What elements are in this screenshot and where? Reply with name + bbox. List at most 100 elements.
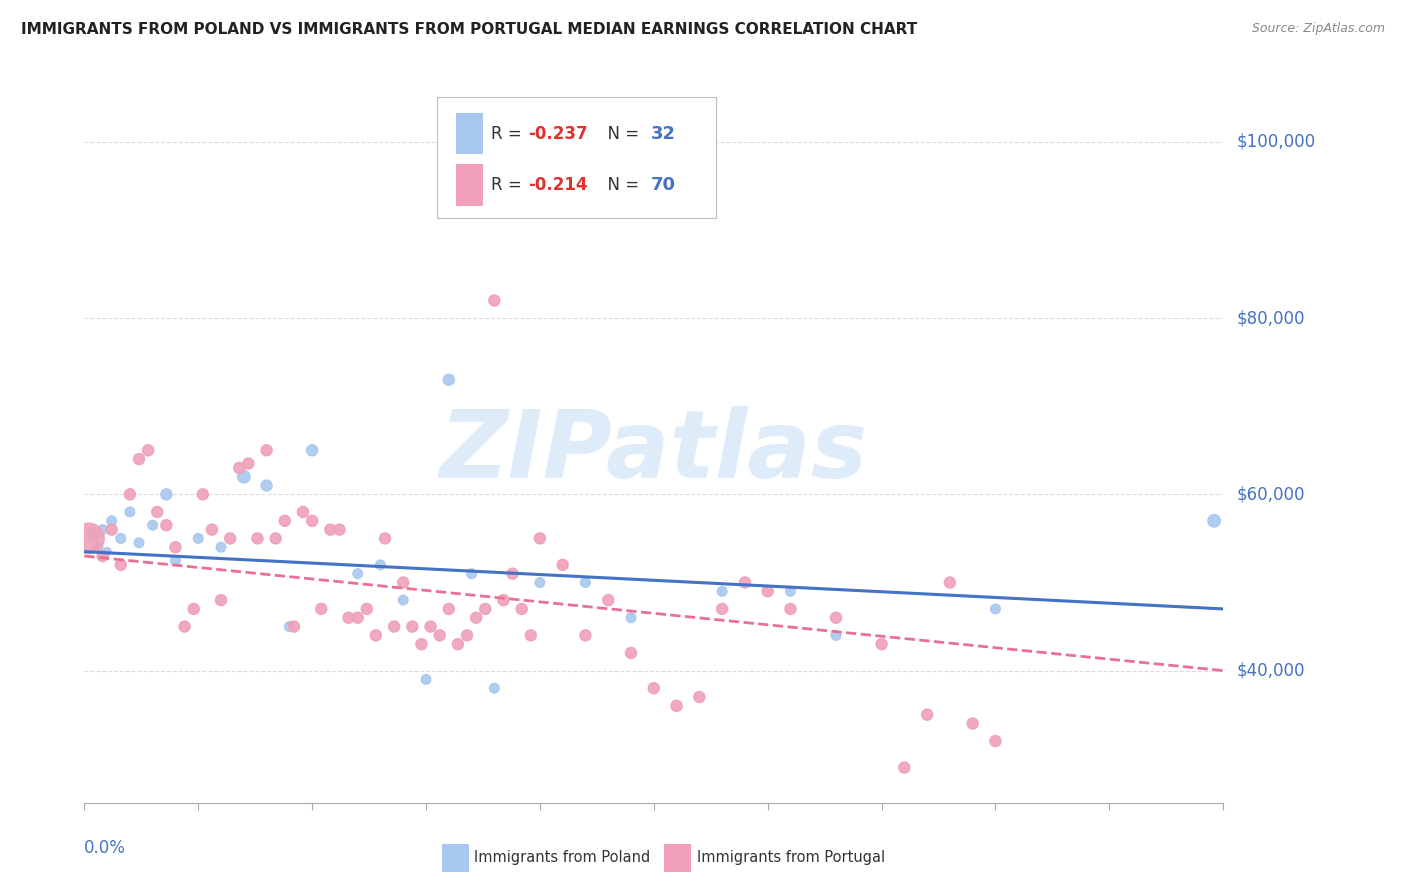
Point — [246, 532, 269, 546]
Point — [165, 553, 187, 567]
Point — [688, 690, 710, 704]
Text: -0.214: -0.214 — [529, 176, 588, 194]
Text: R =: R = — [491, 176, 527, 194]
Point — [292, 505, 315, 519]
Text: 70: 70 — [651, 176, 675, 194]
Point — [346, 566, 368, 581]
Point — [419, 619, 441, 633]
Text: Immigrants from Portugal: Immigrants from Portugal — [697, 850, 886, 865]
Point — [437, 373, 460, 387]
Text: N =: N = — [598, 176, 644, 194]
Point — [465, 611, 488, 625]
Point — [551, 558, 574, 572]
Point — [460, 566, 482, 581]
Point — [328, 523, 350, 537]
Point — [100, 514, 122, 528]
Point — [187, 532, 209, 546]
Point — [337, 611, 360, 625]
Point — [447, 637, 470, 651]
Point — [401, 619, 423, 633]
Point — [100, 523, 122, 537]
Point — [142, 518, 165, 533]
Point — [1204, 514, 1226, 528]
Text: Immigrants from Poland: Immigrants from Poland — [474, 850, 650, 865]
Point — [278, 619, 301, 633]
Point — [82, 527, 104, 541]
Point — [301, 514, 323, 528]
Point — [711, 602, 734, 616]
Text: $100,000: $100,000 — [1237, 133, 1316, 151]
FancyBboxPatch shape — [456, 164, 484, 205]
Point — [382, 619, 405, 633]
Point — [492, 593, 515, 607]
Point — [756, 584, 779, 599]
Point — [915, 707, 938, 722]
Point — [370, 558, 392, 572]
Text: -0.237: -0.237 — [529, 125, 588, 143]
Point — [301, 443, 323, 458]
Point — [356, 602, 378, 616]
Point — [984, 734, 1007, 748]
Point — [643, 681, 665, 696]
Point — [209, 540, 232, 554]
Point — [146, 505, 169, 519]
Point — [411, 637, 433, 651]
Point — [574, 628, 596, 642]
Text: R =: R = — [491, 125, 527, 143]
Point — [283, 619, 305, 633]
Point — [711, 584, 734, 599]
Point — [165, 540, 187, 554]
Point — [779, 584, 801, 599]
Text: N =: N = — [598, 125, 644, 143]
FancyBboxPatch shape — [437, 97, 717, 218]
Point — [415, 673, 437, 687]
Point — [574, 575, 596, 590]
Point — [91, 523, 114, 537]
Point — [484, 293, 506, 308]
Point — [620, 611, 643, 625]
Point — [77, 532, 100, 546]
Point — [87, 540, 110, 554]
Point — [825, 628, 848, 642]
Point — [91, 549, 114, 563]
Point — [456, 628, 478, 642]
Point — [274, 514, 297, 528]
Point — [474, 602, 496, 616]
Point — [484, 681, 506, 696]
Point — [520, 628, 543, 642]
FancyBboxPatch shape — [441, 844, 470, 871]
Point — [319, 523, 342, 537]
Point — [437, 602, 460, 616]
Point — [598, 593, 620, 607]
Point — [96, 544, 118, 558]
Point — [264, 532, 287, 546]
Point — [962, 716, 984, 731]
Point — [529, 575, 551, 590]
Point — [392, 593, 415, 607]
Text: ZIPatlas: ZIPatlas — [440, 406, 868, 498]
Point — [238, 457, 260, 471]
Point — [118, 505, 141, 519]
Point — [529, 532, 551, 546]
Point — [620, 646, 643, 660]
FancyBboxPatch shape — [664, 844, 692, 871]
Point — [665, 698, 688, 713]
Point — [939, 575, 962, 590]
Point — [870, 637, 893, 651]
Text: $60,000: $60,000 — [1237, 485, 1306, 503]
Text: 0.0%: 0.0% — [84, 839, 127, 857]
Text: 32: 32 — [651, 125, 675, 143]
Text: $80,000: $80,000 — [1237, 310, 1306, 327]
Point — [219, 532, 242, 546]
Point — [110, 532, 132, 546]
FancyBboxPatch shape — [456, 112, 484, 154]
Text: $40,000: $40,000 — [1237, 662, 1306, 680]
Point — [118, 487, 141, 501]
Point — [183, 602, 205, 616]
Point — [429, 628, 451, 642]
Point — [110, 558, 132, 572]
Point — [173, 619, 195, 633]
Point — [502, 566, 524, 581]
Point — [228, 461, 250, 475]
Point — [256, 443, 278, 458]
